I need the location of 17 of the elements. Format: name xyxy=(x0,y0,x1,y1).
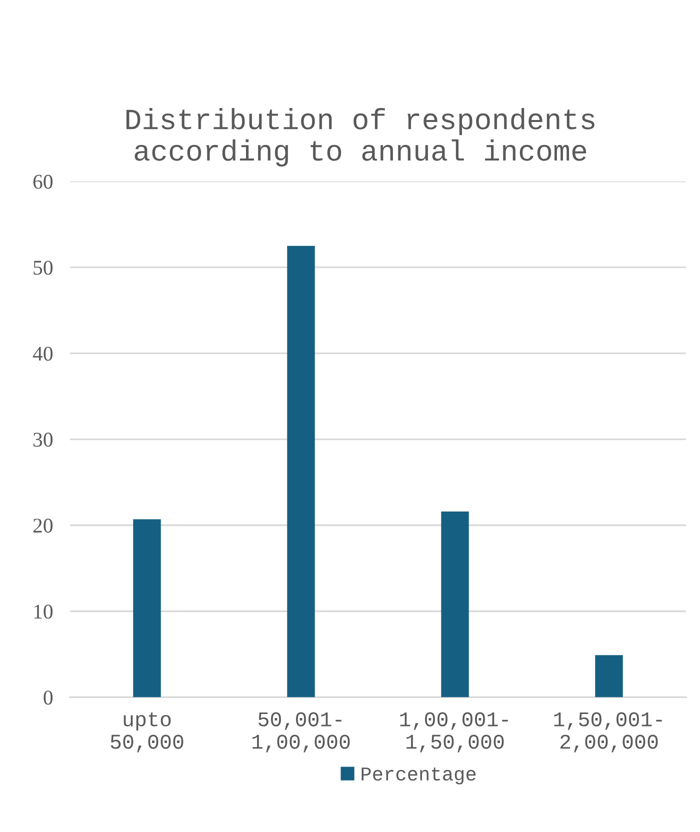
chart-title: Distribution of respondents according to annual income xyxy=(126,108,594,167)
y-tick-label: 10 xyxy=(34,604,53,619)
bar xyxy=(595,655,623,698)
bar xyxy=(287,246,315,698)
x-tick-label: 1,50,001- 2,00,000 xyxy=(554,712,662,752)
bar xyxy=(441,512,469,698)
x-tick-label: upto 50,000 xyxy=(110,712,184,752)
y-tick-label: 40 xyxy=(32,346,53,361)
legend-label: Percentage xyxy=(362,767,476,784)
x-tick-label: 50,001- 1,00,000 xyxy=(252,712,350,752)
y-tick-label: 60 xyxy=(33,174,53,189)
y-tick-label: 20 xyxy=(33,518,53,533)
y-tick-label: 50 xyxy=(34,260,53,275)
y-tick-label: 30 xyxy=(33,432,53,447)
x-tick-label: 1,00,001- 1,50,000 xyxy=(400,712,508,752)
bar xyxy=(133,519,161,698)
y-tick-label: 0 xyxy=(44,690,53,705)
